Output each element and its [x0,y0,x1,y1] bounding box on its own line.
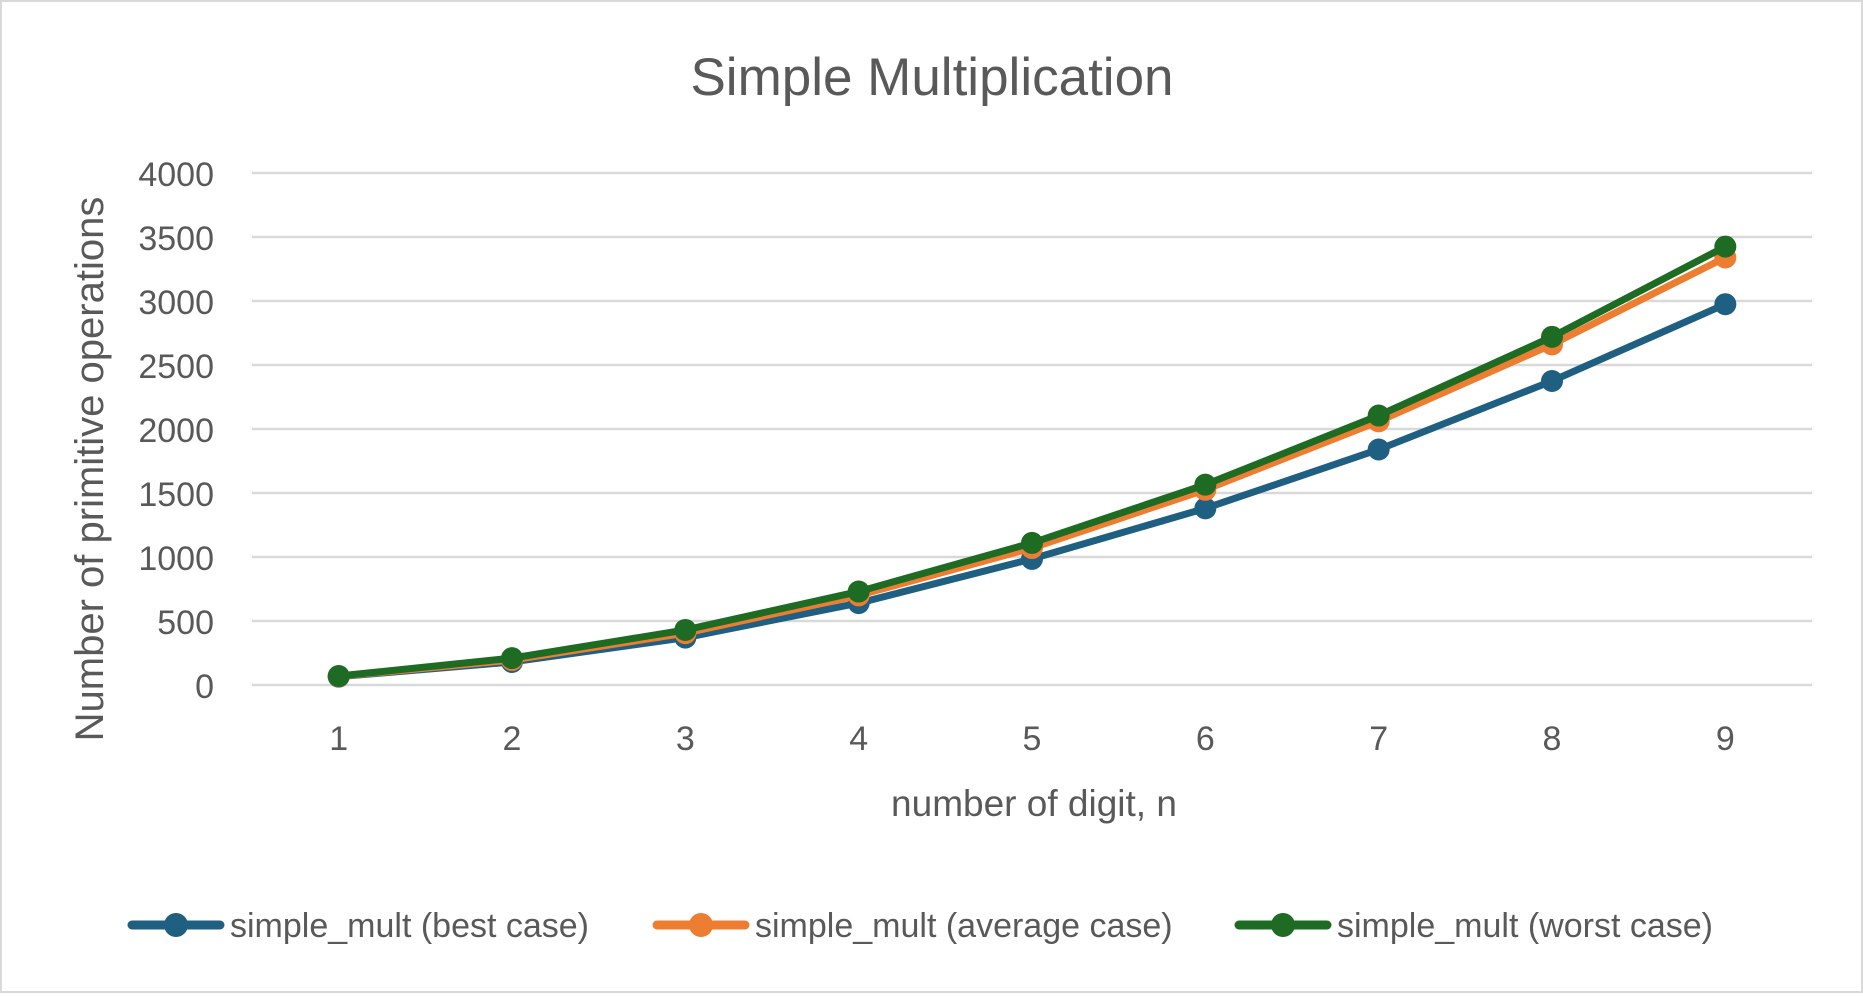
legend-label: simple_mult (worst case) [1337,907,1713,945]
data-point [1714,293,1737,316]
data-point [674,618,697,641]
data-point [1194,473,1217,496]
x-tick-label: 3 [676,720,695,758]
data-point [327,665,350,688]
series-line [335,253,1729,680]
legend: simple_mult (best case) simple_mult (aver… [127,907,1713,945]
x-tick-label: 2 [503,720,522,758]
y-tick-label: 2000 [138,412,214,450]
data-point [1541,370,1563,392]
y-axis-ticks: 0 500 1000 1500 2000 2500 3000 3500 4000 [138,156,214,706]
legend-item: simple_mult (worst case) [1234,907,1713,945]
legend-swatch-marker [1271,913,1295,937]
x-tick-label: 7 [1369,720,1388,758]
legend-label: simple_mult (average case) [755,907,1173,945]
x-tick-label: 4 [849,720,868,758]
series-lines [327,235,1737,688]
series-line [335,243,1729,680]
x-tick-label: 5 [1023,720,1042,758]
legend-swatch-marker [164,913,188,937]
y-tick-label: 1500 [138,476,214,514]
data-point [1367,404,1390,427]
y-axis-label: Number of primitive operations [68,197,112,742]
data-point [1714,235,1737,258]
data-point [1194,497,1217,520]
legend-item: simple_mult (best case) [127,907,589,945]
legend-swatch-marker [689,913,713,937]
y-tick-label: 500 [157,604,214,642]
y-tick-label: 3000 [138,284,214,322]
legend-item: simple_mult (average case) [652,907,1173,945]
x-tick-label: 9 [1716,720,1735,758]
chart-title: Simple Multiplication [690,48,1173,107]
x-axis-label: number of digit, n [891,783,1177,824]
data-point [847,580,870,603]
x-tick-label: 6 [1196,720,1215,758]
data-point [1541,325,1563,348]
y-tick-label: 3500 [138,220,214,258]
y-tick-label: 0 [195,668,214,706]
legend-label: simple_mult (best case) [230,907,589,945]
gridlines [252,171,1812,687]
y-tick-label: 4000 [138,156,214,194]
x-axis-ticks: 1 2 3 4 5 6 7 8 9 [329,720,1735,758]
data-point [501,647,523,670]
series-3 [327,235,1737,688]
data-point [1367,438,1390,461]
y-tick-label: 1000 [138,540,214,578]
x-tick-label: 8 [1543,720,1562,758]
x-tick-label: 1 [329,720,348,758]
data-point [1021,531,1043,554]
y-tick-label: 2500 [138,348,214,386]
